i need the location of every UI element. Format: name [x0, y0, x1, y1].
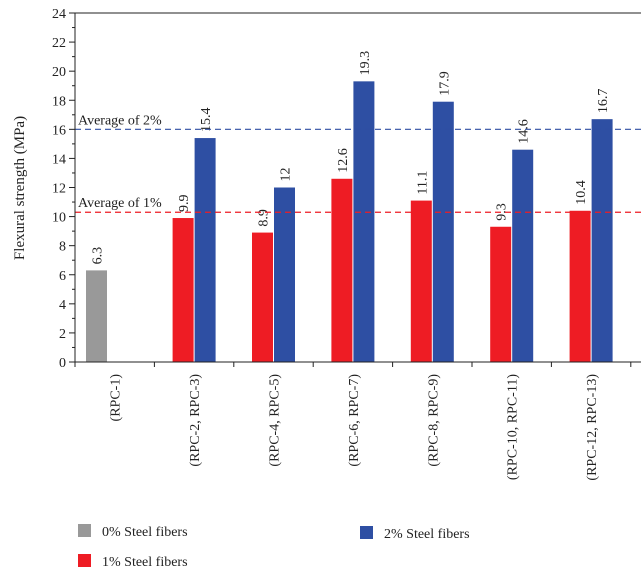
bar-value-label: 8.9 [257, 209, 272, 227]
y-tick-label: 18 [52, 94, 66, 109]
x-category-label: (RPC-2, RPC-3) [188, 374, 203, 467]
legend-swatch [360, 526, 373, 539]
y-tick-label: 22 [52, 36, 66, 51]
legend-label: 1% Steel fibers [102, 555, 188, 570]
legend: 0% Steel fibers 1% Steel fibers 2% Steel f… [78, 524, 470, 570]
bars-layer: 6.3 9.9 15.4 8.9 12 12.6 19.3 11.1 17.9 9.3 14.6 10… [86, 51, 613, 363]
bar-value-label: 10.4 [574, 180, 589, 205]
y-tick-label: 0 [59, 356, 66, 371]
y-tick-label: 12 [52, 182, 66, 197]
bar-value-label: 11.1 [415, 171, 430, 195]
bar [432, 101, 454, 363]
bar [490, 226, 512, 362]
x-category-label: (RPC-6, RPC-7) [347, 374, 362, 467]
x-category-label: (RPC-12, RPC-13) [585, 374, 600, 481]
bar [353, 81, 375, 363]
bar-value-label: 16.7 [596, 89, 611, 114]
legend-swatch [78, 524, 91, 537]
y-tick-label: 10 [52, 211, 66, 226]
bar-value-label: 12.6 [336, 148, 351, 173]
bar [591, 119, 613, 362]
bar [569, 210, 591, 362]
y-tick-label: 24 [52, 7, 66, 22]
y-tick-label: 2 [59, 327, 66, 342]
bar-value-label: 15.4 [199, 108, 214, 133]
bar-value-label: 17.9 [437, 71, 452, 96]
average-label: Average of 1% [78, 196, 162, 211]
y-tick-label: 8 [59, 240, 66, 255]
bar [194, 138, 216, 362]
reference-lines: Average of 2% Average of 1% [75, 113, 641, 213]
legend-label: 0% Steel fibers [102, 525, 188, 540]
bar [410, 200, 432, 362]
bar-value-label: 12 [279, 168, 294, 182]
bar-value-label: 19.3 [358, 51, 373, 76]
y-tick-label: 4 [59, 298, 66, 313]
x-category-label: (RPC-1) [109, 374, 124, 422]
bar-value-label: 9.3 [495, 203, 510, 221]
x-category-label: (RPC-10, RPC-11) [506, 374, 521, 480]
bar-value-label: 6.3 [91, 247, 106, 265]
y-axis-title: Flexural strength (MPa) [12, 116, 28, 260]
bar [274, 187, 295, 362]
legend-label: 2% Steel fibers [384, 527, 470, 542]
bar [252, 232, 273, 362]
bar [331, 178, 353, 362]
bar-value-label: 9.9 [177, 195, 192, 213]
x-category-label: (RPC-4, RPC-5) [268, 374, 283, 467]
x-category-label: (RPC-8, RPC-9) [426, 374, 441, 467]
average-label: Average of 2% [78, 113, 162, 128]
y-tick-label: 6 [59, 269, 66, 284]
bar [512, 149, 534, 362]
y-tick-label: 20 [52, 65, 66, 80]
bar [172, 218, 194, 362]
y-tick-label: 14 [52, 152, 66, 167]
bar [86, 270, 107, 362]
legend-swatch [78, 554, 91, 567]
bar-value-label: 14.6 [517, 119, 532, 144]
y-tick-label: 16 [52, 123, 66, 138]
